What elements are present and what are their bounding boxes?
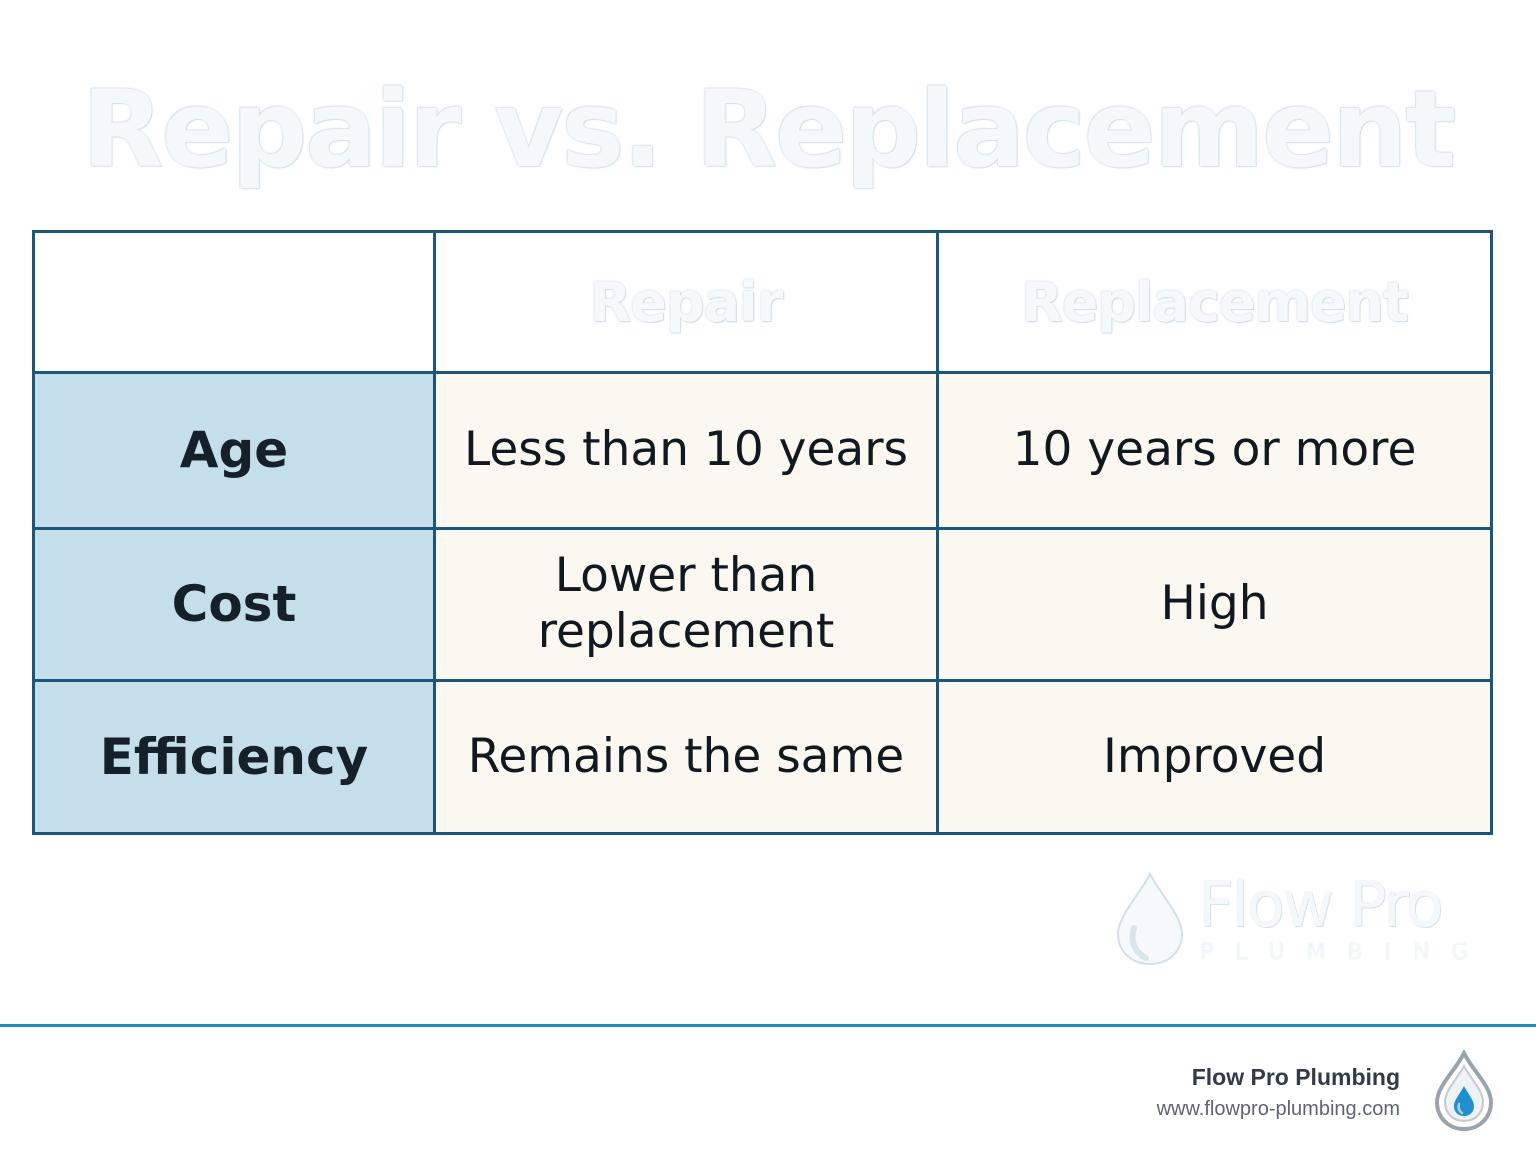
watermark-name: Flow Pro <box>1198 868 1444 941</box>
header-replacement: Replacement <box>936 233 1490 374</box>
water-drop-icon <box>1434 1050 1494 1132</box>
header-empty-cell <box>35 233 433 374</box>
header-replacement-label: Replacement <box>1021 270 1409 334</box>
footer-company-name: Flow Pro Plumbing <box>1191 1064 1400 1090</box>
cell-age-repair: Less than 10 years <box>433 374 936 527</box>
row-label-cost: Cost <box>35 526 433 680</box>
header-repair: Repair <box>433 233 936 374</box>
cell-efficiency-repair: Remains the same <box>433 679 936 832</box>
cell-cost-repair-text: Lower than replacement <box>537 548 835 660</box>
header-repair-label: Repair <box>589 270 783 334</box>
row-label-age: Age <box>35 374 433 527</box>
cell-cost-repair: Lower than replacement <box>433 526 936 680</box>
comparison-table: Repair Replacement Age Less than 10 year… <box>32 230 1493 835</box>
brand-watermark: Flow Pro PLUMBING <box>1112 868 1482 968</box>
cell-age-replacement: 10 years or more <box>936 374 1490 527</box>
cell-efficiency-replacement: Improved <box>936 679 1490 832</box>
footer-divider <box>0 1024 1536 1027</box>
cell-cost-replacement: High <box>936 526 1490 680</box>
footer-website: www.flowpro-plumbing.com <box>1156 1098 1400 1120</box>
watermark-sub: PLUMBING <box>1200 940 1491 965</box>
page-title: Repair vs. Replacement <box>81 68 1456 191</box>
row-label-efficiency: Efficiency <box>35 679 433 832</box>
water-drop-icon <box>1116 871 1184 966</box>
